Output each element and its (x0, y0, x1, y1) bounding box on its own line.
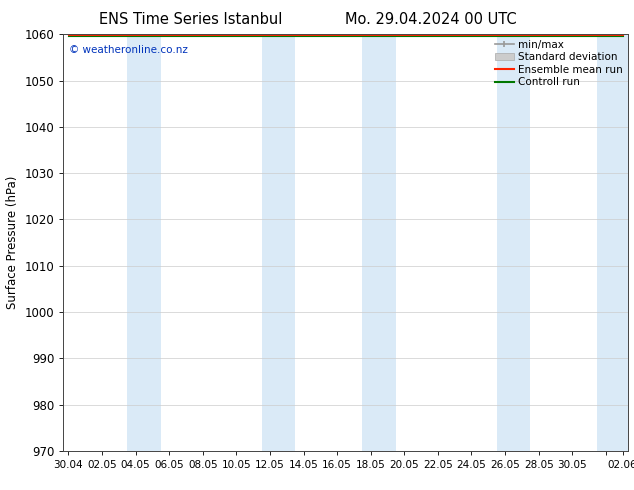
Bar (597, 34, 628, 451)
Text: Mo. 29.04.2024 00 UTC: Mo. 29.04.2024 00 UTC (346, 12, 517, 27)
Legend: min/max, Standard deviation, Ensemble mean run, Controll run: min/max, Standard deviation, Ensemble me… (493, 37, 624, 89)
Text: ENS Time Series Istanbul: ENS Time Series Istanbul (98, 12, 282, 27)
Bar (496, 34, 530, 451)
Y-axis label: Surface Pressure (hPa): Surface Pressure (hPa) (6, 176, 19, 309)
Bar (127, 34, 161, 451)
Bar (362, 34, 396, 451)
Text: © weatheronline.co.nz: © weatheronline.co.nz (69, 45, 188, 55)
Bar (262, 34, 295, 451)
